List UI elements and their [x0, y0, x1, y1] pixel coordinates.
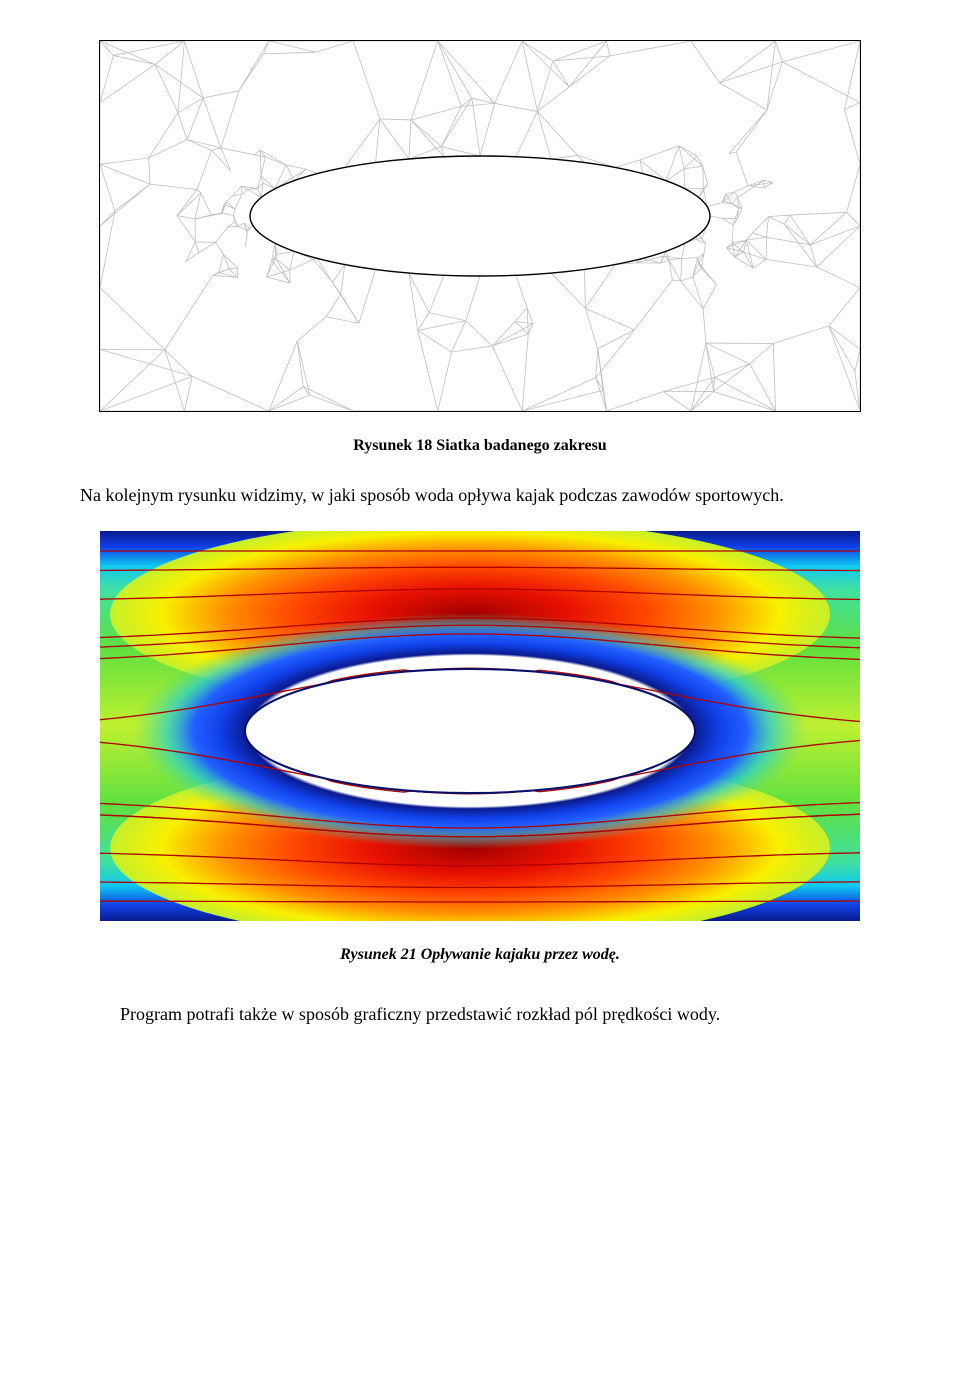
figure1-caption: Rysunek 18 Siatka badanego zakresu	[80, 437, 880, 455]
mesh-svg	[100, 41, 860, 411]
mesh-figure-container	[80, 40, 880, 412]
figure2-caption: Rysunek 21 Opływanie kajaku przez wodę.	[80, 946, 880, 964]
cfd-figure	[100, 531, 860, 921]
cfd-figure-container	[80, 531, 880, 921]
cfd-svg	[100, 531, 860, 921]
paragraph-2: Program potrafi także w sposób graficzny…	[80, 996, 880, 1032]
mesh-figure	[99, 40, 861, 412]
paragraph-1: Na kolejnym rysunku widzimy, w jaki spos…	[80, 477, 880, 513]
